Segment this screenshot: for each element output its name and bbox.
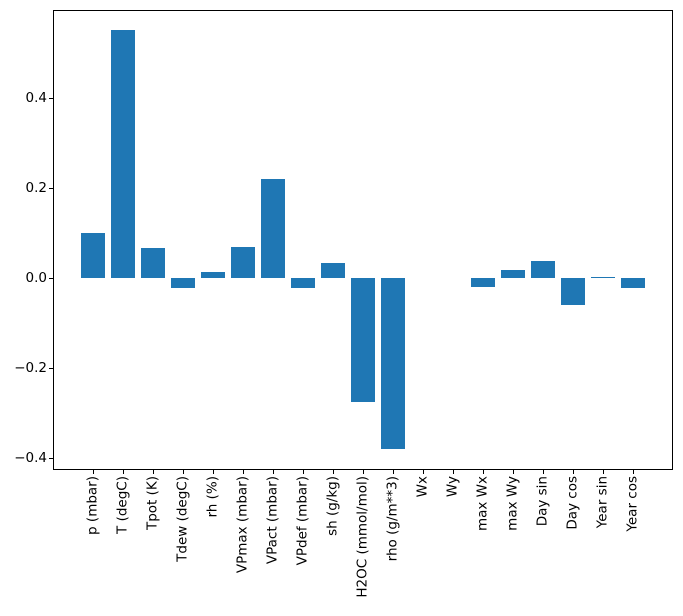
y-axis-tick: [49, 278, 53, 279]
x-tick-label: rho (g/m**3): [384, 476, 401, 562]
x-axis-tick: [92, 470, 94, 474]
x-axis-tick: [572, 470, 574, 474]
bar: [350, 278, 375, 402]
x-tick-label: max Wx: [474, 476, 491, 532]
bar: [620, 278, 645, 289]
y-axis-tick: [49, 368, 53, 369]
x-tick-label: rh (%): [204, 476, 221, 518]
y-axis-tick: [49, 458, 53, 459]
x-tick-label: VPmax (mbar): [234, 476, 251, 574]
bar: [170, 278, 195, 288]
y-axis-tick: [49, 188, 53, 189]
x-axis-tick: [602, 470, 604, 474]
bar: [320, 263, 345, 278]
x-tick-label: VPact (mbar): [264, 476, 281, 565]
x-tick-label: Year cos: [624, 476, 641, 532]
y-tick-label: 0.4: [25, 90, 47, 106]
x-axis-tick: [122, 470, 124, 474]
bar: [560, 278, 585, 306]
y-tick-label: 0.2: [25, 180, 47, 196]
bar: [500, 270, 525, 278]
bar: [470, 278, 495, 287]
bar: [590, 276, 615, 278]
y-axis-tick: [49, 98, 53, 99]
x-axis-tick: [362, 470, 364, 474]
x-tick-label: sh (g/kg): [324, 476, 341, 536]
x-tick-label: H2OC (mmol/mol): [354, 476, 371, 598]
x-tick-label: Wy: [444, 476, 461, 498]
x-axis-tick: [512, 470, 514, 474]
bar: [110, 30, 135, 278]
x-tick-label: VPdef (mbar): [294, 476, 311, 566]
bar: [290, 278, 315, 289]
bar: [200, 272, 225, 278]
x-axis-tick: [542, 470, 544, 474]
x-tick-label: Wx: [414, 476, 431, 498]
x-axis-tick: [392, 470, 394, 474]
x-axis-tick: [182, 470, 184, 474]
bar: [230, 246, 255, 278]
bar: [530, 260, 555, 278]
x-tick-label: Day sin: [534, 476, 551, 527]
y-tick-label: 0.0: [25, 270, 47, 286]
y-tick-label: −0.2: [14, 360, 47, 376]
x-axis-tick: [332, 470, 334, 474]
x-tick-label: T (degC): [114, 476, 131, 534]
x-axis-tick: [302, 470, 304, 474]
x-tick-label: p (mbar): [84, 476, 101, 535]
bar: [140, 248, 165, 278]
x-tick-label: Day cos: [564, 476, 581, 530]
bar: [80, 233, 105, 278]
bar: [260, 179, 285, 278]
x-axis-tick: [452, 470, 454, 474]
x-axis-tick: [422, 470, 424, 474]
x-tick-label: Year sin: [594, 476, 611, 529]
bar: [380, 278, 405, 450]
x-tick-label: max Wy: [504, 476, 521, 531]
x-axis-tick: [482, 470, 484, 474]
x-axis-tick: [272, 470, 274, 474]
y-tick-label: −0.4: [14, 450, 47, 466]
x-axis-tick: [212, 470, 214, 474]
x-tick-label: Tpot (K): [144, 476, 161, 531]
x-axis-tick: [632, 470, 634, 474]
x-axis-tick: [242, 470, 244, 474]
x-axis-tick: [152, 470, 154, 474]
x-tick-label: Tdew (degC): [174, 476, 191, 562]
